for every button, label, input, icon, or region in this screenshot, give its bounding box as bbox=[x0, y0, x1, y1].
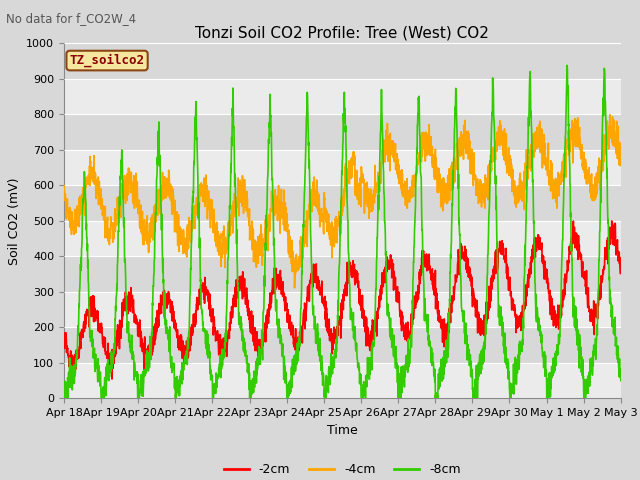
Bar bbox=[64, 292, 621, 327]
Bar bbox=[64, 363, 621, 398]
Text: TZ_soilco2: TZ_soilco2 bbox=[70, 54, 145, 67]
Bar bbox=[64, 185, 621, 221]
Bar bbox=[64, 150, 621, 185]
Bar bbox=[64, 79, 621, 114]
X-axis label: Time: Time bbox=[327, 424, 358, 437]
Bar bbox=[64, 114, 621, 150]
Bar bbox=[64, 221, 621, 256]
Bar bbox=[64, 43, 621, 79]
Legend: -2cm, -4cm, -8cm: -2cm, -4cm, -8cm bbox=[219, 458, 466, 480]
Bar bbox=[64, 256, 621, 292]
Title: Tonzi Soil CO2 Profile: Tree (West) CO2: Tonzi Soil CO2 Profile: Tree (West) CO2 bbox=[195, 25, 490, 41]
Bar bbox=[64, 327, 621, 363]
Y-axis label: Soil CO2 (mV): Soil CO2 (mV) bbox=[8, 177, 20, 264]
Text: No data for f_CO2W_4: No data for f_CO2W_4 bbox=[6, 12, 136, 25]
